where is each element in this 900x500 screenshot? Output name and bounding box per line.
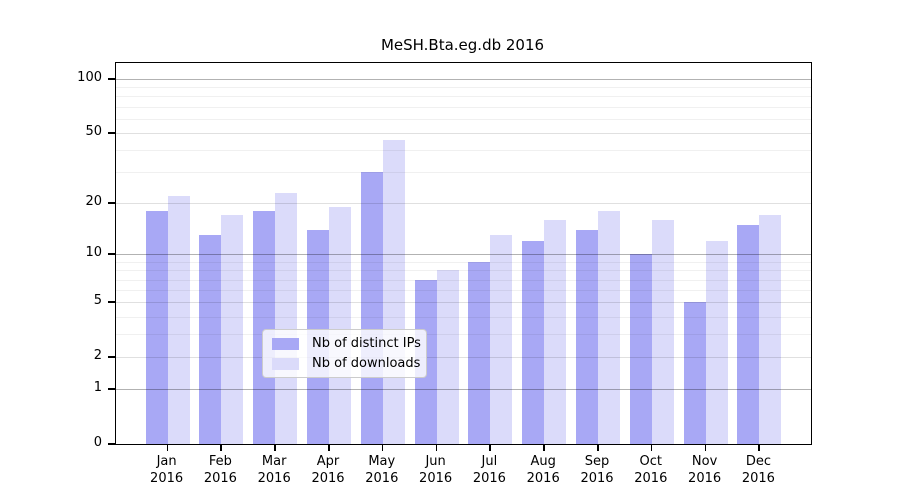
bar-distinct-ips-jul — [468, 261, 491, 444]
bar-distinct-ips-jan — [145, 211, 168, 444]
x-axis-label-aug: Aug 2016 — [526, 454, 560, 486]
x-axis-label-oct: Oct 2016 — [634, 454, 668, 486]
legend-swatch-distinct-ips-icon — [272, 337, 299, 350]
x-axis-tick-mar — [274, 444, 276, 451]
y-axis-label-1: 1 — [93, 380, 102, 396]
gridline-40 — [116, 150, 811, 152]
x-axis-label-jun: Jun 2016 — [419, 454, 453, 486]
chart-title: MeSH.Bta.eg.db 2016 — [380, 36, 545, 54]
bar-distinct-ips-mar — [253, 211, 276, 444]
x-axis-label-dec: Dec 2016 — [741, 454, 775, 486]
x-axis-tick-oct — [650, 444, 653, 451]
bar-downloads-sep — [598, 211, 620, 444]
x-axis-tick-jan — [166, 444, 169, 451]
bar-downloads-jul — [490, 235, 513, 444]
y-axis-label-10: 10 — [85, 245, 102, 261]
y-axis-label-100: 100 — [77, 70, 102, 85]
x-axis-tick-may — [381, 444, 384, 451]
bar-downloads-dec — [759, 215, 782, 444]
y-axis-tick-10 — [108, 253, 115, 255]
gridline-80 — [116, 96, 811, 98]
x-axis-label-may: May 2016 — [365, 454, 399, 486]
y-axis-tick-20 — [108, 202, 115, 204]
x-axis-label-apr: Apr 2016 — [311, 454, 345, 486]
y-axis-tick-1 — [108, 388, 115, 390]
legend: Nb of distinct IPs Nb of downloads — [262, 329, 427, 378]
bar-downloads-jun — [436, 270, 459, 444]
y-axis-label-0: 0 — [93, 435, 102, 450]
y-axis-label-2: 2 — [93, 348, 102, 364]
x-axis-label-jan: Jan 2016 — [150, 454, 184, 486]
gridline-70 — [116, 106, 811, 108]
y-axis-tick-2 — [108, 356, 115, 358]
legend-label-downloads: Nb of downloads — [312, 356, 421, 371]
plot-area — [115, 62, 812, 445]
x-axis-label-mar: Mar 2016 — [257, 454, 291, 486]
bar-downloads-may — [382, 139, 405, 444]
bar-distinct-ips-oct — [629, 254, 652, 444]
legend-item-downloads: Nb of downloads — [272, 356, 421, 371]
gridline-30 — [116, 172, 811, 174]
gridline-100 — [116, 79, 811, 80]
bar-downloads-apr — [329, 207, 351, 444]
gridline-50 — [116, 133, 811, 135]
x-axis-tick-sep — [597, 444, 599, 451]
gridline-90 — [116, 87, 811, 89]
y-axis-label-20: 20 — [85, 194, 102, 210]
legend-swatch-downloads-icon — [272, 357, 299, 370]
y-axis-tick-100 — [108, 78, 115, 80]
bar-downloads-mar — [275, 192, 298, 444]
bar-distinct-ips-may — [360, 172, 383, 444]
gridline-20 — [116, 203, 811, 205]
bar-downloads-nov — [705, 241, 728, 444]
bar-downloads-feb — [221, 215, 244, 444]
x-axis-label-sep: Sep 2016 — [580, 454, 614, 486]
bar-downloads-oct — [651, 219, 674, 444]
bar-distinct-ips-feb — [199, 235, 222, 444]
x-axis-label-feb: Feb 2016 — [203, 454, 237, 486]
legend-label-distinct-ips: Nb of distinct IPs — [312, 336, 421, 351]
bar-downloads-jan — [167, 196, 190, 444]
gridline-60 — [116, 118, 811, 120]
x-axis-tick-apr — [328, 444, 330, 451]
x-axis-label-nov: Nov 2016 — [688, 454, 722, 486]
x-axis-tick-feb — [220, 444, 222, 451]
y-axis-tick-5 — [108, 301, 115, 303]
x-axis-tick-jun — [435, 444, 438, 451]
bar-distinct-ips-aug — [522, 241, 545, 444]
bar-distinct-ips-dec — [737, 224, 760, 444]
x-axis-tick-aug — [543, 444, 545, 451]
x-axis-label-jul: Jul 2016 — [472, 454, 506, 486]
y-axis-tick-50 — [108, 132, 115, 134]
x-axis-tick-nov — [704, 444, 707, 451]
bar-downloads-aug — [544, 219, 567, 444]
bar-distinct-ips-nov — [683, 302, 706, 444]
legend-item-distinct-ips: Nb of distinct IPs — [272, 336, 421, 351]
y-axis-tick-0 — [108, 443, 115, 445]
x-axis-tick-dec — [758, 444, 760, 451]
x-axis-tick-jul — [489, 444, 491, 451]
bar-distinct-ips-sep — [576, 229, 598, 444]
y-axis-label-5: 5 — [93, 293, 102, 309]
y-axis-label-50: 50 — [85, 124, 102, 140]
